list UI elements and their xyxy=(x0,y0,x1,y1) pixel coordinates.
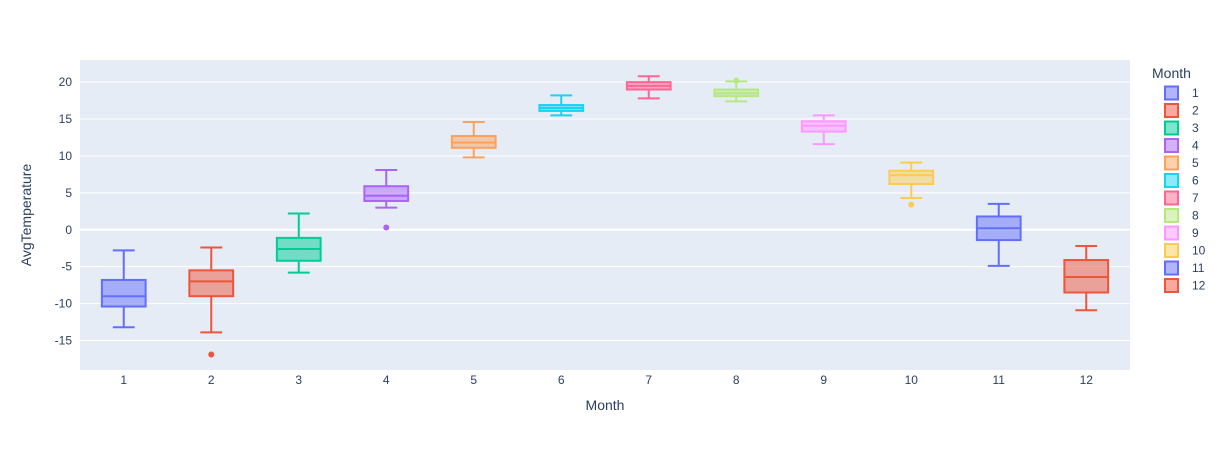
legend-label: 5 xyxy=(1192,156,1199,170)
legend-label: 12 xyxy=(1192,279,1206,293)
box-12[interactable] xyxy=(1063,245,1110,312)
legend-item-8[interactable]: 8 xyxy=(1164,208,1199,223)
y-axis-title: AvgTemperature xyxy=(18,164,34,267)
legend-label: 9 xyxy=(1192,226,1199,240)
x-tick-label: 7 xyxy=(645,373,652,387)
box-2[interactable] xyxy=(188,246,235,358)
outlier-point xyxy=(383,224,390,231)
legend-item-11[interactable]: 11 xyxy=(1164,260,1205,276)
legend-item-7[interactable]: 7 xyxy=(1164,190,1199,206)
y-tick-label: 15 xyxy=(59,112,73,126)
legend-item-9[interactable]: 9 xyxy=(1164,225,1199,241)
legend-swatch xyxy=(1164,173,1179,188)
legend-swatch xyxy=(1164,155,1179,171)
x-tick-label: 12 xyxy=(1080,373,1094,387)
x-tick-label: 3 xyxy=(295,373,302,387)
legend-item-3[interactable]: 3 xyxy=(1164,120,1199,136)
legend-swatch xyxy=(1164,85,1179,101)
box-5[interactable] xyxy=(450,121,497,159)
legend-item-5[interactable]: 5 xyxy=(1164,155,1199,171)
box-10[interactable] xyxy=(888,161,935,208)
box-3[interactable] xyxy=(275,212,322,274)
iqr-box xyxy=(888,169,935,185)
box-1[interactable] xyxy=(100,249,147,329)
legend-title: Month xyxy=(1152,65,1191,81)
y-axis-ticks: -15 -10 -5 0 5 10 15 20 xyxy=(55,75,73,347)
outlier-point xyxy=(208,351,215,358)
legend-label: 11 xyxy=(1192,261,1205,275)
x-tick-label: 5 xyxy=(470,373,477,387)
legend-swatch xyxy=(1164,103,1179,118)
legend-label: 7 xyxy=(1192,191,1199,205)
legend-swatch xyxy=(1164,225,1179,241)
legend-item-4[interactable]: 4 xyxy=(1164,138,1199,153)
legend-label: 8 xyxy=(1192,209,1199,223)
legend-swatch xyxy=(1164,120,1179,136)
box-4[interactable] xyxy=(363,168,410,231)
x-axis-ticks: 1 2 3 4 5 6 7 8 9 10 11 12 xyxy=(120,373,1093,387)
legend-swatch xyxy=(1164,208,1179,223)
legend-label: 10 xyxy=(1192,244,1206,258)
legend-item-12[interactable]: 12 xyxy=(1164,278,1206,293)
iqr-box xyxy=(100,278,147,308)
box-series xyxy=(100,75,1110,358)
x-tick-label: 9 xyxy=(820,373,827,387)
y-tick-label: 20 xyxy=(59,75,73,89)
outlier-point xyxy=(908,201,915,208)
y-tick-label: 5 xyxy=(65,186,72,200)
x-tick-label: 1 xyxy=(120,373,127,387)
iqr-box xyxy=(363,185,410,202)
legend-label: 6 xyxy=(1192,174,1199,188)
x-tick-label: 10 xyxy=(905,373,919,387)
box-8[interactable] xyxy=(713,77,760,103)
legend-swatch xyxy=(1164,243,1179,258)
legend-item-2[interactable]: 2 xyxy=(1164,103,1199,118)
box-7[interactable] xyxy=(625,75,672,100)
x-axis-title: Month xyxy=(586,397,625,413)
box-6[interactable] xyxy=(538,94,585,117)
legend-swatch xyxy=(1164,190,1179,206)
y-tick-label: 10 xyxy=(59,149,73,163)
y-tick-label: -5 xyxy=(61,260,72,274)
gridlines xyxy=(80,81,1130,341)
x-tick-label: 11 xyxy=(993,373,1006,387)
legend-swatch xyxy=(1164,278,1179,293)
legend-label: 2 xyxy=(1192,104,1199,118)
legend-item-6[interactable]: 6 xyxy=(1164,173,1199,188)
iqr-box xyxy=(188,269,235,298)
x-tick-label: 8 xyxy=(733,373,740,387)
y-tick-label: -10 xyxy=(55,297,73,311)
x-tick-label: 6 xyxy=(558,373,565,387)
box-11[interactable] xyxy=(975,202,1022,267)
legend-label: 4 xyxy=(1192,139,1199,153)
box-9[interactable] xyxy=(800,114,847,146)
legend-swatch xyxy=(1164,138,1179,153)
legend-swatch xyxy=(1164,260,1179,276)
legend-item-1[interactable]: 1 xyxy=(1164,85,1199,101)
x-tick-label: 2 xyxy=(208,373,215,387)
legend-label: 3 xyxy=(1192,121,1199,135)
x-tick-label: 4 xyxy=(383,373,390,387)
plot-background xyxy=(80,60,1130,370)
outlier-point xyxy=(733,77,740,84)
legend-item-10[interactable]: 10 xyxy=(1164,243,1206,258)
legend-label: 1 xyxy=(1192,86,1199,100)
y-tick-label: -15 xyxy=(55,333,73,347)
y-tick-label: 0 xyxy=(65,223,72,237)
